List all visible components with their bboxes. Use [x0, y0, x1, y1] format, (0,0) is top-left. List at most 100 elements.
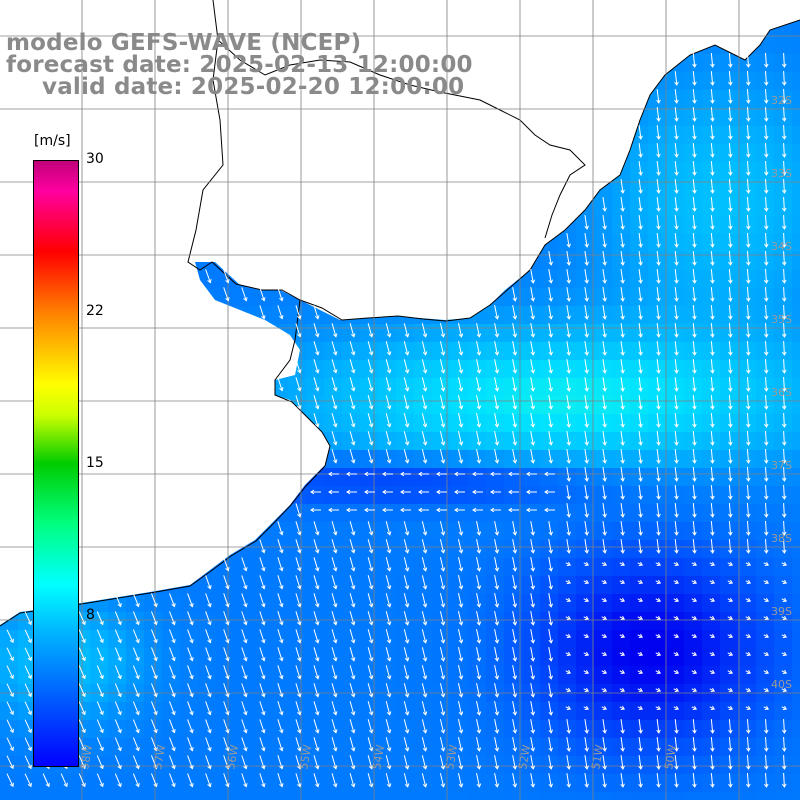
field-cell	[378, 486, 396, 504]
field-cell	[360, 396, 378, 414]
field-cell	[792, 234, 800, 252]
field-cell	[630, 270, 648, 288]
field-cell	[666, 306, 684, 324]
field-cell	[792, 702, 800, 720]
colorbar-tick-8: 8	[86, 607, 95, 623]
field-cell	[522, 504, 540, 522]
field-cell	[774, 774, 792, 792]
field-cell	[576, 648, 594, 666]
field-cell	[558, 270, 576, 288]
field-cell	[504, 612, 522, 630]
field-cell	[702, 792, 720, 800]
field-cell	[756, 162, 774, 180]
field-cell	[648, 126, 666, 144]
field-cell	[756, 756, 774, 774]
field-cell	[702, 288, 720, 306]
field-cell	[540, 486, 558, 504]
field-cell	[792, 342, 800, 360]
field-cell	[504, 378, 522, 396]
field-cell	[342, 630, 360, 648]
field-cell	[414, 648, 432, 666]
field-cell	[558, 702, 576, 720]
field-cell	[522, 450, 540, 468]
field-cell	[486, 360, 504, 378]
field-cell	[738, 576, 756, 594]
field-cell	[666, 702, 684, 720]
field-cell	[468, 792, 486, 800]
field-cell	[378, 558, 396, 576]
field-cell	[612, 576, 630, 594]
field-cell	[288, 648, 306, 666]
field-cell	[522, 630, 540, 648]
field-cell	[630, 342, 648, 360]
field-cell	[432, 450, 450, 468]
field-cell	[702, 90, 720, 108]
field-cell	[630, 162, 648, 180]
field-cell	[342, 612, 360, 630]
field-cell	[324, 450, 342, 468]
field-cell	[162, 612, 180, 630]
field-cell	[792, 756, 800, 774]
field-cell	[414, 360, 432, 378]
field-cell	[270, 558, 288, 576]
field-cell	[306, 396, 324, 414]
field-cell	[540, 504, 558, 522]
field-cell	[792, 432, 800, 450]
field-cell	[630, 360, 648, 378]
field-cell	[774, 720, 792, 738]
field-cell	[630, 144, 648, 162]
field-cell	[756, 252, 774, 270]
field-cell	[792, 306, 800, 324]
field-cell	[504, 414, 522, 432]
field-cell	[468, 414, 486, 432]
field-cell	[576, 450, 594, 468]
field-cell	[756, 360, 774, 378]
field-cell	[648, 468, 666, 486]
field-cell	[630, 216, 648, 234]
field-cell	[774, 252, 792, 270]
field-cell	[558, 792, 576, 800]
field-cell	[792, 792, 800, 800]
field-cell	[306, 594, 324, 612]
field-cell	[558, 558, 576, 576]
field-cell	[378, 630, 396, 648]
field-cell	[504, 792, 522, 800]
field-cell	[198, 792, 216, 800]
field-cell	[378, 396, 396, 414]
field-cell	[504, 468, 522, 486]
field-cell	[720, 432, 738, 450]
field-cell	[198, 648, 216, 666]
field-cell	[414, 792, 432, 800]
field-cell	[738, 594, 756, 612]
field-cell	[666, 774, 684, 792]
field-cell	[774, 540, 792, 558]
field-cell	[216, 648, 234, 666]
field-cell	[720, 720, 738, 738]
field-cell	[540, 270, 558, 288]
field-cell	[630, 576, 648, 594]
field-cell	[720, 54, 738, 72]
field-cell	[486, 522, 504, 540]
colorbar	[33, 160, 79, 767]
field-cell	[0, 630, 18, 648]
field-cell	[126, 648, 144, 666]
field-cell	[738, 378, 756, 396]
field-cell	[414, 576, 432, 594]
field-cell	[756, 504, 774, 522]
field-cell	[522, 414, 540, 432]
field-cell	[576, 324, 594, 342]
field-cell	[0, 720, 18, 738]
field-cell	[738, 792, 756, 800]
field-cell	[702, 144, 720, 162]
field-cell	[414, 450, 432, 468]
field-cell	[576, 558, 594, 576]
field-cell	[630, 612, 648, 630]
field-cell	[648, 540, 666, 558]
field-cell	[432, 648, 450, 666]
field-cell	[702, 342, 720, 360]
field-cell	[450, 324, 468, 342]
field-cell	[288, 378, 306, 396]
field-cell	[612, 792, 630, 800]
field-cell	[468, 378, 486, 396]
field-cell	[684, 396, 702, 414]
